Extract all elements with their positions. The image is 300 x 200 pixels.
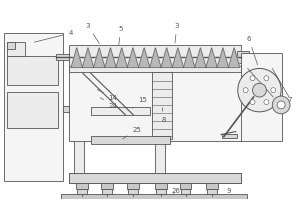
- Bar: [7, 42, 25, 56]
- Circle shape: [272, 96, 290, 114]
- Circle shape: [264, 76, 269, 81]
- Text: 15: 15: [132, 97, 147, 108]
- Circle shape: [243, 88, 248, 93]
- Bar: [128, 189, 138, 194]
- Bar: [222, 134, 237, 138]
- Polygon shape: [195, 48, 206, 67]
- Bar: [69, 173, 241, 183]
- Bar: [237, 51, 249, 63]
- Circle shape: [264, 100, 269, 105]
- Polygon shape: [105, 48, 116, 67]
- Polygon shape: [206, 48, 217, 67]
- Polygon shape: [217, 48, 229, 67]
- Bar: [74, 134, 84, 173]
- Text: 14: 14: [97, 89, 118, 101]
- Bar: [102, 189, 112, 194]
- Bar: [76, 183, 88, 189]
- Bar: [4, 33, 63, 181]
- Bar: [207, 189, 217, 194]
- Bar: [155, 183, 167, 189]
- Polygon shape: [161, 48, 172, 67]
- Polygon shape: [116, 48, 127, 67]
- Bar: [7, 42, 15, 49]
- Polygon shape: [139, 48, 150, 67]
- Text: 3: 3: [86, 23, 99, 43]
- Circle shape: [253, 83, 266, 97]
- Bar: [7, 92, 58, 128]
- Bar: [91, 107, 150, 115]
- Bar: [69, 53, 243, 141]
- Text: 9: 9: [227, 188, 231, 194]
- Polygon shape: [82, 48, 94, 67]
- Text: 7: 7: [287, 97, 292, 103]
- Bar: [206, 183, 218, 189]
- Polygon shape: [94, 48, 105, 67]
- Text: 25: 25: [123, 127, 141, 139]
- Bar: [155, 134, 165, 173]
- Polygon shape: [229, 48, 240, 67]
- Bar: [91, 136, 170, 144]
- Bar: [61, 194, 247, 199]
- Text: 3: 3: [175, 23, 179, 43]
- Bar: [7, 56, 58, 85]
- Bar: [127, 183, 139, 189]
- Text: 6: 6: [247, 36, 258, 65]
- Polygon shape: [127, 48, 139, 67]
- Circle shape: [271, 88, 276, 93]
- Polygon shape: [172, 48, 184, 67]
- Circle shape: [238, 68, 281, 112]
- Bar: [63, 106, 69, 112]
- Text: 26: 26: [172, 188, 181, 194]
- Bar: [181, 189, 190, 194]
- Polygon shape: [150, 48, 161, 67]
- Bar: [156, 189, 166, 194]
- Bar: [180, 183, 191, 189]
- Text: 24: 24: [100, 98, 117, 109]
- Circle shape: [277, 101, 285, 109]
- Circle shape: [250, 76, 255, 81]
- Text: 4: 4: [34, 30, 74, 42]
- Bar: [77, 189, 87, 194]
- Bar: [69, 173, 241, 183]
- Bar: [56, 54, 69, 60]
- Bar: [69, 66, 241, 72]
- Text: 8: 8: [162, 108, 166, 123]
- Bar: [241, 53, 282, 141]
- Bar: [152, 72, 172, 139]
- Bar: [101, 183, 112, 189]
- Polygon shape: [184, 48, 195, 67]
- Circle shape: [250, 100, 255, 105]
- Text: 5: 5: [118, 26, 123, 45]
- Polygon shape: [71, 48, 82, 67]
- Bar: [69, 45, 241, 68]
